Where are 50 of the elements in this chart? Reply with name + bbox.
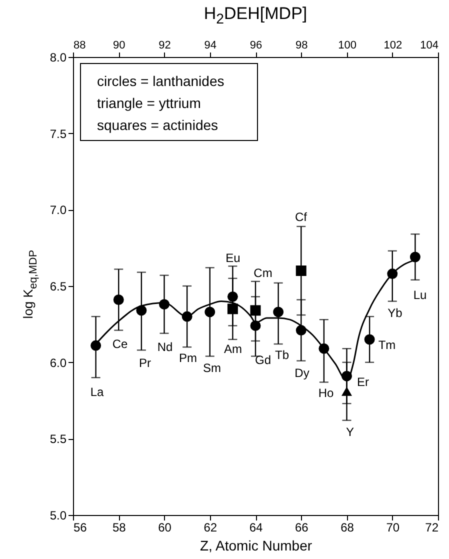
x2-tick-label: 96 xyxy=(250,40,262,52)
y-tick-label: 8.0 xyxy=(50,50,67,64)
annotation: Cf xyxy=(295,210,308,224)
x-axis-title: Z, Atomic Number xyxy=(200,538,312,554)
x-tick-label: 64 xyxy=(249,520,263,534)
annotation: La xyxy=(90,385,104,399)
y-tick-label: 5.5 xyxy=(50,432,67,446)
x-tick-label: 58 xyxy=(112,520,126,534)
annotation: circles = lanthanides xyxy=(97,72,226,91)
x2-tick-label: 88 xyxy=(74,40,86,52)
y-tick-label: 7.0 xyxy=(50,203,67,218)
x2-tick-label: 98 xyxy=(296,40,308,52)
annotation: Eu xyxy=(226,251,240,265)
x-tick-label: 60 xyxy=(158,520,172,534)
annotation: Cm xyxy=(254,266,272,280)
legend-box: circles = lanthanides triangle = yttrium squares = actinides xyxy=(80,63,258,141)
chart-title: H$_{2}$DEH[MDP] xyxy=(202,4,308,28)
x-tick-label: 62 xyxy=(204,520,218,534)
annotation: Lu xyxy=(413,288,427,302)
annotation: Tb xyxy=(274,348,290,362)
annotation: Am xyxy=(224,342,242,356)
annotation: Yb xyxy=(388,306,403,320)
x2-tick-label: 94 xyxy=(204,40,216,52)
y-tick-label: 6.5 xyxy=(50,280,67,294)
x-tick-label: 66 xyxy=(294,520,309,534)
x-tick-label: 70 xyxy=(386,520,400,534)
annotation: Pm xyxy=(179,351,198,365)
x-tick-label: 72 xyxy=(425,520,439,534)
y-tick-label: 6.0 xyxy=(50,356,67,370)
annotation: Y xyxy=(346,425,354,439)
annotation: Sm xyxy=(203,361,222,375)
y-tick-label: 5.0 xyxy=(50,508,67,522)
x-tick-label: 56 xyxy=(74,520,88,534)
annotation: Er xyxy=(357,375,370,389)
x2-tick-label: 90 xyxy=(113,40,126,52)
annotation: Gd xyxy=(254,353,272,367)
x2-tick-label: 102 xyxy=(384,40,402,52)
annotation: Ce xyxy=(112,337,128,351)
annotation: Tm xyxy=(378,338,396,352)
y-tick-label: 7.5 xyxy=(50,126,67,141)
x-tick-label: 68 xyxy=(340,520,354,534)
annotation: triangle = yttrium xyxy=(97,94,202,113)
annotation: Pr xyxy=(139,356,152,370)
x2-tick-label: 92 xyxy=(158,40,171,52)
x2-tick-label: 104 xyxy=(420,40,438,52)
x2-tick-label: 100 xyxy=(338,40,356,52)
annotation: Nd xyxy=(157,340,173,354)
annotation: Ho xyxy=(318,386,334,400)
annotation: squares = actinides xyxy=(97,116,220,135)
annotation: Dy xyxy=(294,366,310,380)
